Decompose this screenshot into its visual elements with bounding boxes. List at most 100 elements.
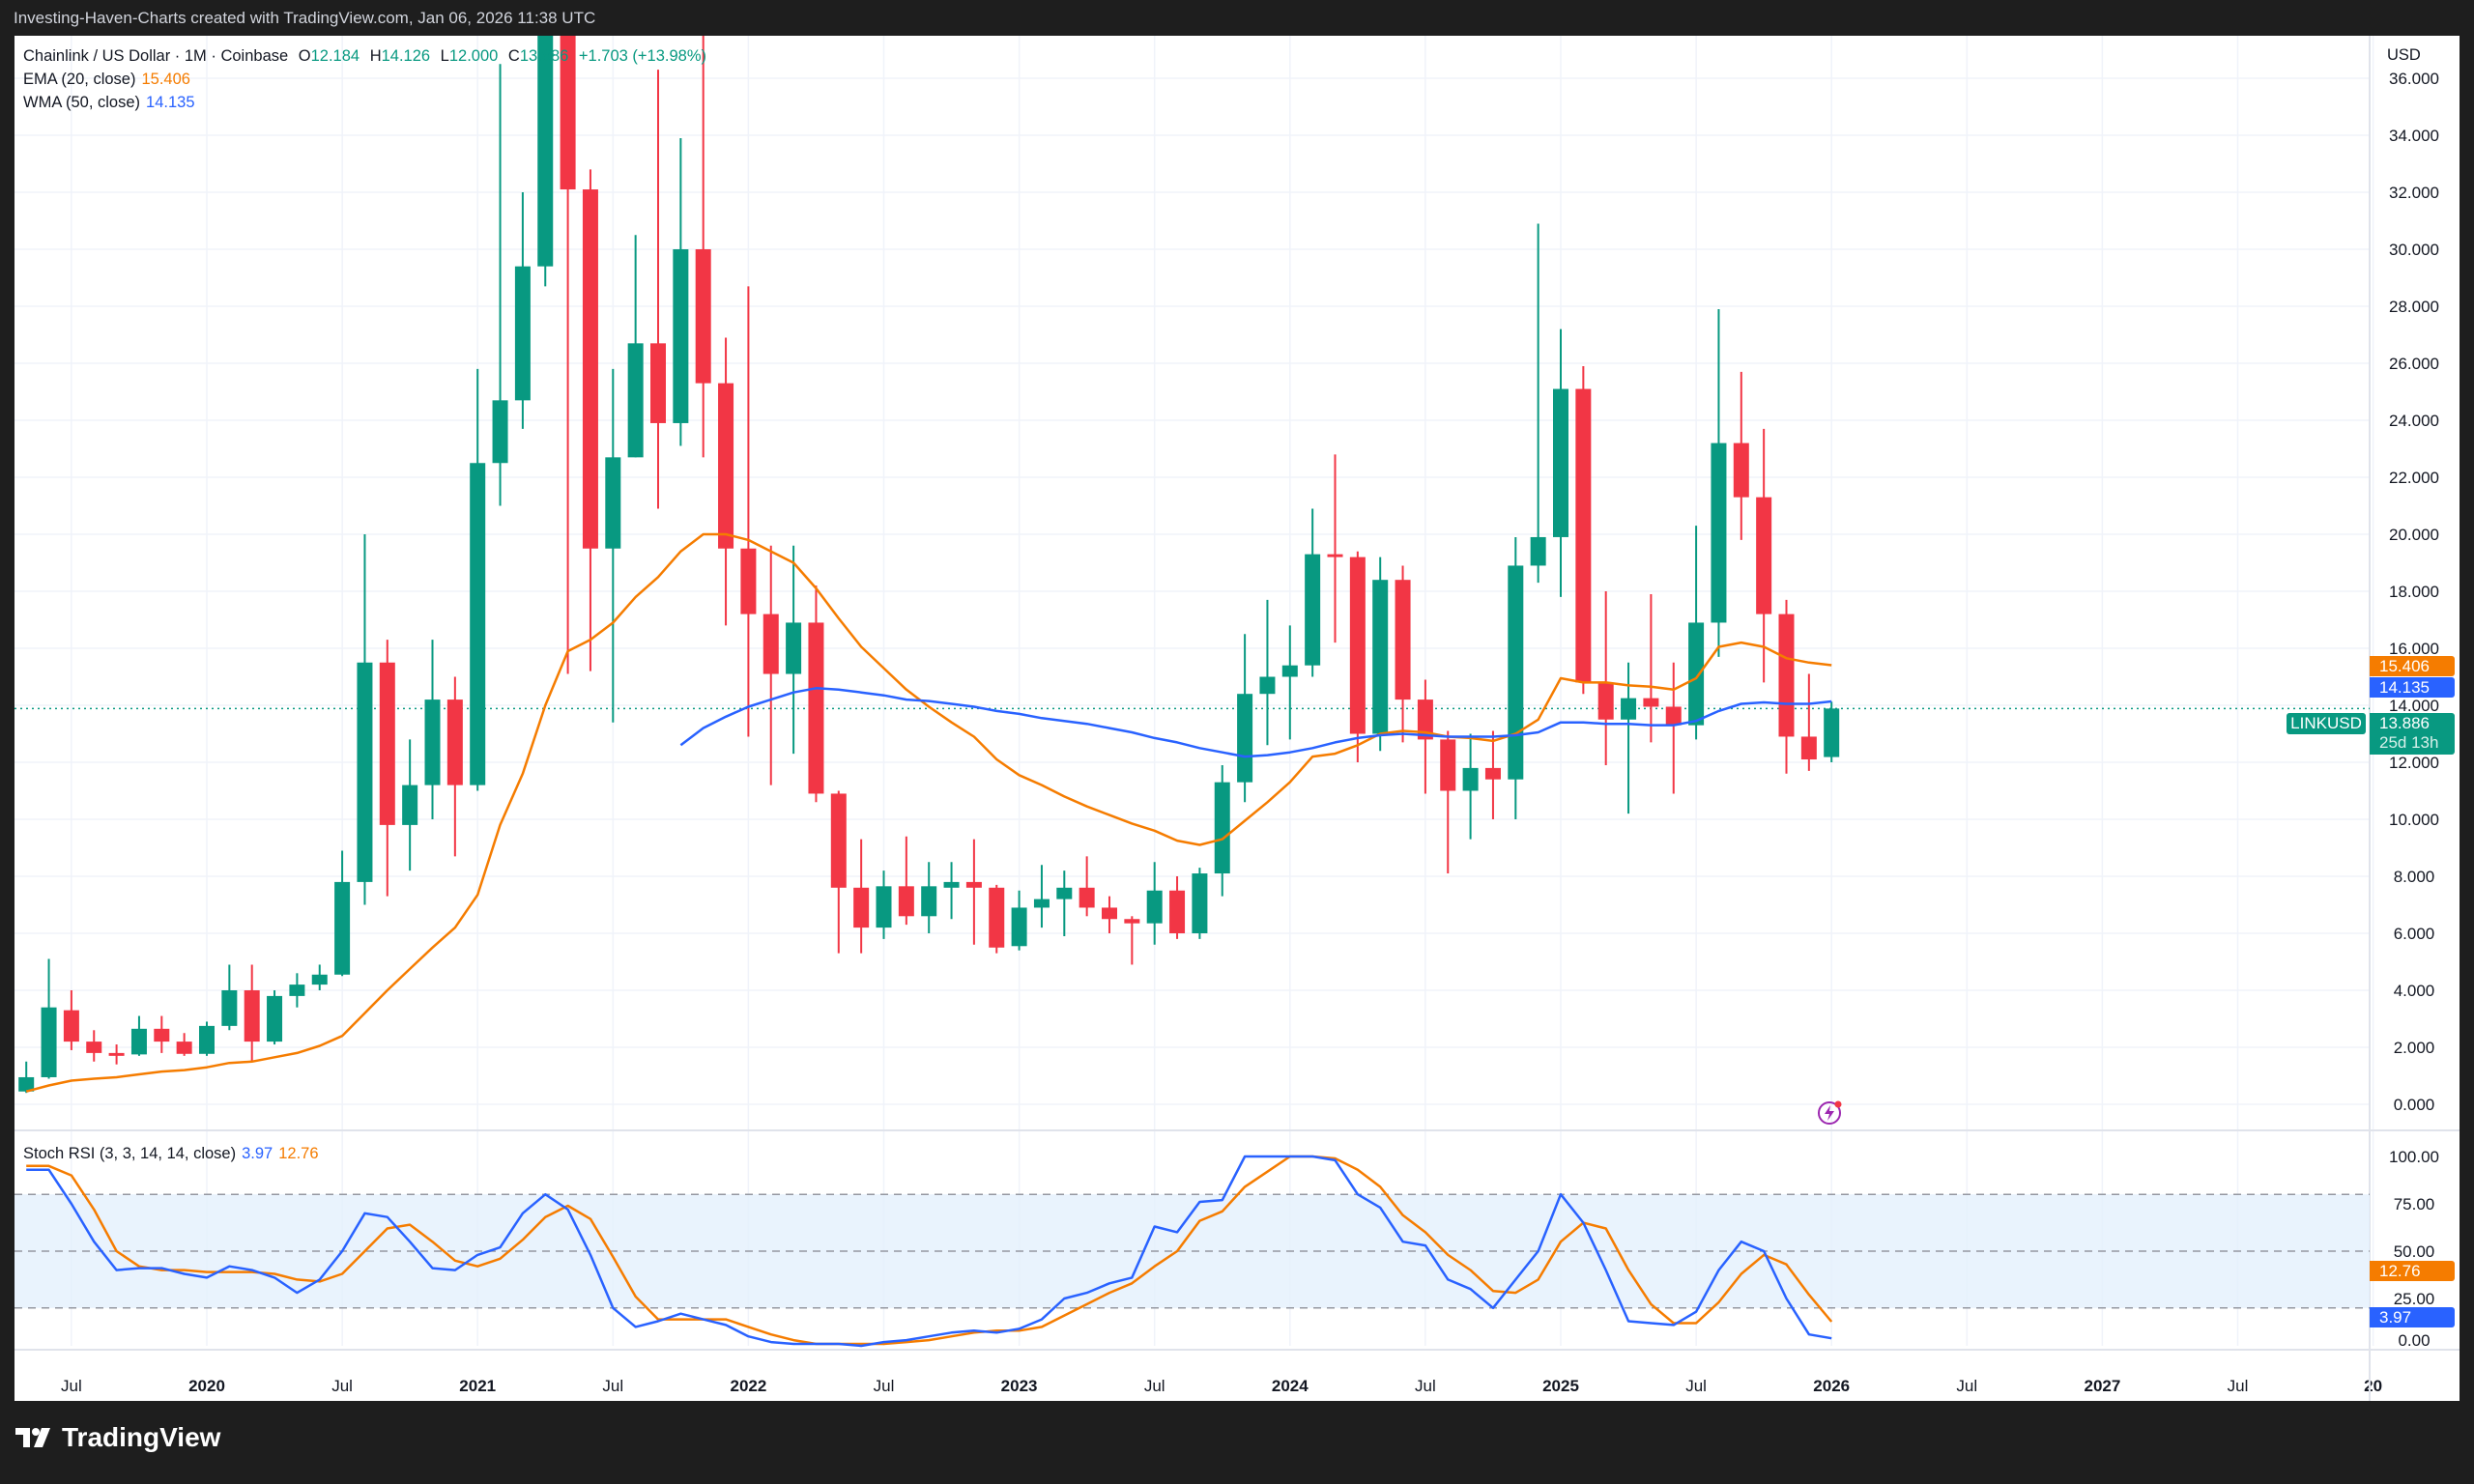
time-tick-label: Jul <box>61 1377 82 1395</box>
candle-body <box>1417 699 1433 740</box>
candle-2019-10 <box>130 1015 147 1056</box>
candle-body <box>1688 622 1705 726</box>
candle-2019-12 <box>176 1033 192 1056</box>
candle-2023-10 <box>1214 764 1230 897</box>
symbol-legend[interactable]: Chainlink / US Dollar · 1M · Coinbase O1… <box>23 47 707 65</box>
price-tick-label: 20.000 <box>2389 526 2439 544</box>
candle-body <box>311 974 328 985</box>
candle-2024-12 <box>1530 223 1546 584</box>
candle-body <box>1169 890 1186 933</box>
candle-body <box>762 614 779 674</box>
price-tick-label: 28.000 <box>2389 298 2439 316</box>
candle-body <box>830 793 847 888</box>
candle-2020-07 <box>334 850 351 977</box>
candle-body <box>424 699 441 785</box>
candle-2024-03 <box>1327 454 1343 643</box>
candle-2025-11 <box>1778 599 1795 774</box>
events-icon[interactable] <box>1816 1099 1843 1127</box>
candle-2020-03 <box>244 964 260 1062</box>
candle-body <box>1192 873 1208 933</box>
candle-body <box>379 662 395 825</box>
candle-2023-01 <box>1011 890 1027 951</box>
stoch-k-line <box>26 1155 1832 1348</box>
stoch-tick-label: 50.00 <box>2394 1242 2435 1261</box>
price-tick-label: 2.000 <box>2394 1039 2435 1057</box>
stoch-rsi-legend[interactable]: Stoch RSI (3, 3, 14, 14, close) 3.97 12.76 <box>23 1145 319 1162</box>
candle-body <box>898 886 914 917</box>
candle-2025-05 <box>1643 593 1659 743</box>
wma-legend[interactable]: WMA (50, close) 14.135 <box>23 94 195 111</box>
candle-2024-02 <box>1305 508 1321 677</box>
candle-2023-08 <box>1169 876 1186 939</box>
price-tick-label: 22.000 <box>2389 469 2439 487</box>
candle-body <box>1800 736 1817 760</box>
candle-body <box>1824 708 1840 757</box>
candle-2021-01 <box>470 368 486 791</box>
candle-2023-11 <box>1237 634 1253 803</box>
candle-2024-11 <box>1508 536 1524 819</box>
candle-2020-11 <box>424 640 441 819</box>
candle-body <box>740 548 757 614</box>
candle-2021-03 <box>514 192 531 429</box>
candle-2024-04 <box>1349 551 1366 762</box>
candle-body <box>627 343 644 458</box>
candle-body <box>199 1025 215 1054</box>
price-tick-label: 12.000 <box>2389 754 2439 772</box>
ema-legend[interactable]: EMA (20, close) 15.406 <box>23 71 190 88</box>
stoch-k-tag: 3.97 <box>2370 1307 2455 1327</box>
stoch-tick-label: 25.00 <box>2394 1290 2435 1308</box>
candle-2024-06 <box>1395 565 1411 743</box>
candle-body <box>965 881 982 888</box>
low-value: 12.000 <box>448 47 499 65</box>
candle-2025-10 <box>1756 428 1772 683</box>
candle-body <box>1440 739 1456 791</box>
candle-2020-12 <box>446 676 463 857</box>
price-tick-label: 8.000 <box>2394 868 2435 886</box>
footer-bar: TradingView <box>0 1401 2474 1484</box>
candle-body <box>673 249 689 423</box>
candle-2022-06 <box>853 839 870 954</box>
candle-body <box>1711 442 1727 623</box>
candle-2022-01 <box>740 286 757 737</box>
price-tick-label: 18.000 <box>2389 583 2439 601</box>
candle-2025-09 <box>1733 371 1749 540</box>
candle-body <box>695 249 711 384</box>
candle-body <box>1665 706 1682 726</box>
candle-2020-06 <box>311 964 328 990</box>
candle-2024-09 <box>1462 733 1479 840</box>
candle-body <box>605 457 621 549</box>
currency-label[interactable]: USD <box>2387 46 2421 64</box>
candle-2021-09 <box>650 70 666 509</box>
candle-body <box>1597 682 1614 720</box>
candle-body <box>63 1010 79 1042</box>
candle-2023-02 <box>1033 865 1050 928</box>
candle-body <box>582 189 598 549</box>
candle-body <box>1259 676 1276 695</box>
stoch-d-line <box>26 1155 1833 1346</box>
candle-body <box>1327 554 1343 557</box>
candle-body <box>1011 907 1027 947</box>
candle-body <box>876 886 892 928</box>
tradingview-logo[interactable]: TradingView <box>15 1422 220 1453</box>
candle-body <box>402 785 418 825</box>
candle-body <box>289 985 305 996</box>
candle-2024-01 <box>1281 625 1298 740</box>
close-value: 13.886 <box>519 47 569 65</box>
candle-2021-07 <box>605 368 621 723</box>
candle-2025-07 <box>1688 526 1705 740</box>
stoch-d-tag: 12.76 <box>2370 1261 2455 1281</box>
candle-2021-05 <box>560 36 576 674</box>
candle-2021-08 <box>627 235 644 458</box>
chart-canvas[interactable]: 0.000 2.000 4.000 6.000 8.000 10.000 12.000 14.… <box>0 0 2474 1401</box>
candle-body <box>560 36 576 190</box>
time-tick-label: 2021 <box>459 1377 496 1395</box>
candle-body <box>808 622 824 794</box>
last-price-tag: 13.886 25d 13h <box>2370 713 2455 755</box>
candle-body <box>1033 899 1050 908</box>
ema-20-line <box>25 532 1832 1093</box>
candle-2019-07 <box>63 990 79 1050</box>
candle-body <box>921 886 937 917</box>
candle-body <box>1643 698 1659 707</box>
time-tick-label: 2020 <box>188 1377 225 1395</box>
candle-body <box>1575 388 1592 683</box>
